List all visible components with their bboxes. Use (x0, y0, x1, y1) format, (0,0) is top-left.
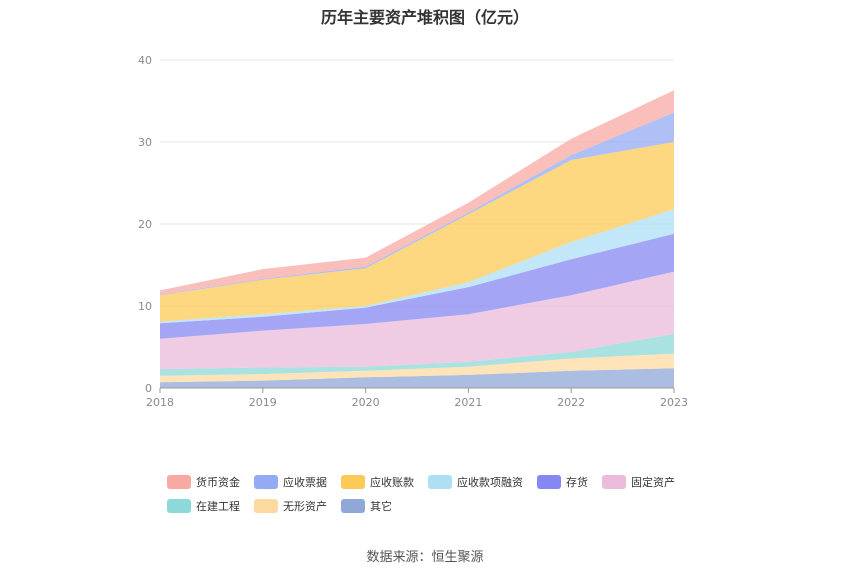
x-tick-label: 2023 (660, 396, 688, 409)
legend-label: 货币资金 (196, 475, 240, 489)
x-tick-label: 2018 (146, 396, 174, 409)
legend-item[interactable]: 应收票据 (254, 475, 327, 489)
legend-swatch (167, 475, 191, 489)
legend-label: 应收款项融资 (457, 475, 523, 489)
legend-item[interactable]: 货币资金 (167, 475, 240, 489)
legend-swatch (602, 475, 626, 489)
x-tick-label: 2019 (249, 396, 277, 409)
legend-swatch (254, 475, 278, 489)
y-tick-label: 10 (138, 300, 152, 313)
legend-item[interactable]: 应收款项融资 (428, 475, 523, 489)
y-tick-label: 30 (138, 136, 152, 149)
legend-swatch (341, 499, 365, 513)
area-series-0[interactable] (160, 368, 674, 388)
legend-label: 应收账款 (370, 475, 414, 489)
legend-label: 在建工程 (196, 499, 240, 513)
legend-swatch (341, 475, 365, 489)
data-source-label: 数据来源：恒生聚源 (366, 550, 484, 565)
y-tick-label: 20 (138, 218, 152, 231)
legend-item[interactable]: 应收账款 (341, 475, 414, 489)
legend-label: 其它 (370, 499, 392, 513)
area-layer (160, 90, 674, 388)
legend-swatch (537, 475, 561, 489)
legend-label: 固定资产 (631, 475, 675, 489)
area-series-4[interactable] (160, 233, 674, 339)
legend-label: 存货 (566, 475, 588, 489)
area-series-6[interactable] (160, 142, 674, 322)
legend-swatch (428, 475, 452, 489)
area-series-2[interactable] (160, 333, 674, 376)
x-tick-label: 2020 (352, 396, 380, 409)
legend-item[interactable]: 其它 (341, 499, 392, 513)
area-series-3[interactable] (160, 271, 674, 370)
axis-layer: 0 10 20 30 40 2018 2019 2020 2021 2022 2023 (138, 54, 688, 409)
legend-item[interactable]: 存货 (537, 475, 588, 489)
legend-item[interactable]: 在建工程 (167, 499, 240, 513)
x-tick-label: 2021 (454, 396, 482, 409)
x-tick-label: 2022 (557, 396, 585, 409)
chart-title: 历年主要资产堆积图（亿元） (320, 8, 529, 27)
area-series-1[interactable] (160, 353, 674, 383)
legend-item[interactable]: 固定资产 (602, 475, 675, 489)
y-tick-label: 40 (138, 54, 152, 67)
legend-label: 无形资产 (283, 499, 327, 513)
legend-item[interactable]: 无形资产 (254, 499, 327, 513)
y-tick-label: 0 (145, 382, 152, 395)
legend-swatch (254, 499, 278, 513)
legend-label: 应收票据 (283, 475, 327, 489)
legend-swatch (167, 499, 191, 513)
